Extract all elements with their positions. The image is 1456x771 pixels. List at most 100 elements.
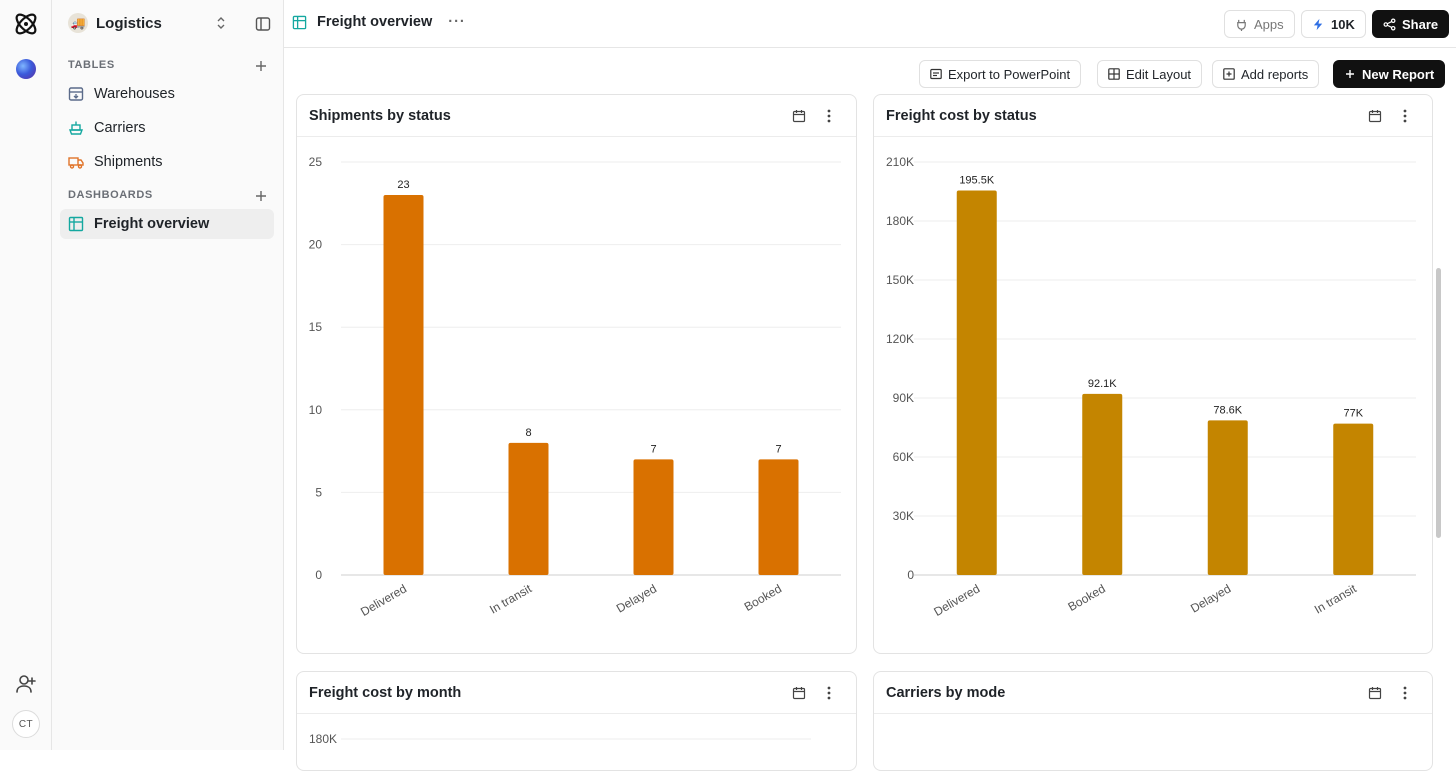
card-title: Freight cost by month xyxy=(309,684,462,701)
export-label: Export to PowerPoint xyxy=(948,66,1071,82)
calendar-icon[interactable] xyxy=(792,109,806,123)
add-dashboard-icon[interactable] xyxy=(255,190,267,202)
export-powerpoint-button[interactable]: Export to PowerPoint xyxy=(919,60,1082,88)
plus-icon xyxy=(1346,70,1354,78)
y-tick-label: 150K xyxy=(886,273,914,287)
share-label: Share xyxy=(1402,16,1439,32)
x-tick-label: Delivered xyxy=(931,581,982,618)
lightning-icon xyxy=(1313,18,1323,30)
data-label: 77K xyxy=(1343,408,1363,420)
dashboards-section-title: DASHBOARDS xyxy=(68,189,153,201)
freight-cost-bar-chart: 0 30K 60K 90K 120K 150K 180K 210K 195.5K Delivere… xyxy=(886,155,1416,619)
share-icon xyxy=(1383,18,1396,30)
sidebar-item-carriers[interactable]: Carriers xyxy=(60,113,274,143)
user-avatar[interactable]: CT xyxy=(12,710,40,738)
kebab-menu-icon[interactable] xyxy=(822,108,836,124)
new-report-button[interactable]: New Report xyxy=(1333,60,1446,88)
dashboard-grid-icon xyxy=(68,216,84,232)
workspace-name: Logistics xyxy=(96,14,162,32)
bar xyxy=(1207,420,1248,575)
y-tick-label: 25 xyxy=(309,155,323,169)
share-button[interactable]: Share xyxy=(1372,10,1450,38)
y-tick-label: 210K xyxy=(886,155,914,169)
apps-button[interactable]: Apps xyxy=(1224,10,1295,38)
y-tick-label: 0 xyxy=(315,568,322,582)
kebab-menu-icon[interactable] xyxy=(822,685,836,701)
top-bar: Freight overview ··· Apps 10K Share xyxy=(284,0,1456,48)
card-title: Freight cost by status xyxy=(886,107,1037,124)
sidebar: 🚚 Logistics TABLES Warehouses Carriers xyxy=(52,0,284,750)
bar xyxy=(633,459,674,575)
credits-button[interactable]: 10K xyxy=(1301,10,1366,38)
y-tick-label: 10 xyxy=(309,403,323,417)
dashboard-grid-icon xyxy=(292,15,307,29)
y-tick-label: 5 xyxy=(315,485,322,499)
sidebar-toggle-icon[interactable] xyxy=(255,16,271,32)
credits-label: 10K xyxy=(1331,16,1355,32)
plug-icon xyxy=(1237,19,1246,31)
add-reports-button[interactable]: Add reports xyxy=(1212,60,1320,88)
data-label: 23 xyxy=(397,179,409,191)
x-tick-label: In transit xyxy=(1312,581,1359,616)
page-title: Freight overview xyxy=(317,14,433,30)
truck-icon xyxy=(68,157,84,169)
more-options-icon[interactable]: ··· xyxy=(448,14,466,30)
y-tick-label: 15 xyxy=(309,320,323,334)
data-label: 7 xyxy=(650,443,656,455)
plus-square-icon xyxy=(1223,68,1235,80)
bar xyxy=(1082,393,1123,575)
report-card-carriers-by-mode: Carriers by mode xyxy=(873,671,1433,771)
sidebar-item-warehouses[interactable]: Warehouses xyxy=(60,79,274,109)
bar xyxy=(1333,423,1374,575)
data-label: 92.1K xyxy=(1088,378,1117,390)
apps-label: Apps xyxy=(1254,16,1284,32)
x-tick-label: Delivered xyxy=(358,581,409,618)
card-title: Carriers by mode xyxy=(886,684,1006,701)
x-tick-label: In transit xyxy=(487,581,534,616)
bar xyxy=(508,442,549,575)
shipments-bar-chart: 0 5 10 15 20 25 23 Delivered 8 In transit 7 Delayed… xyxy=(309,155,841,619)
calendar-icon[interactable] xyxy=(1368,686,1382,700)
warehouse-icon xyxy=(68,87,84,101)
app-logo-icon[interactable] xyxy=(12,10,40,38)
workspace-switcher[interactable]: 🚚 Logistics xyxy=(68,11,228,35)
add-table-icon[interactable] xyxy=(255,60,267,72)
app-rail: CT xyxy=(0,0,52,750)
calendar-icon[interactable] xyxy=(1368,109,1382,123)
kebab-menu-icon[interactable] xyxy=(1398,685,1412,701)
y-tick-label: 20 xyxy=(309,238,323,252)
bar xyxy=(956,190,997,575)
sidebar-item-shipments[interactable]: Shipments xyxy=(60,147,274,177)
y-tick-label: 60K xyxy=(893,450,914,464)
card-title: Shipments by status xyxy=(309,107,451,124)
presentation-icon xyxy=(930,68,942,80)
y-tick-label: 180K xyxy=(886,214,914,228)
edit-layout-label: Edit Layout xyxy=(1126,66,1192,82)
edit-layout-button[interactable]: Edit Layout xyxy=(1097,60,1203,88)
kebab-menu-icon[interactable] xyxy=(1398,108,1412,124)
sidebar-item-label: Shipments xyxy=(94,154,163,170)
data-label: 8 xyxy=(525,427,531,439)
report-card-shipments-by-status: Shipments by status 0 5 10 15 20 25 23 Delivere… xyxy=(296,94,857,654)
add-reports-label: Add reports xyxy=(1241,66,1309,82)
truck-emoji-icon: 🚚 xyxy=(68,13,88,33)
sidebar-item-label: Carriers xyxy=(94,120,146,136)
breadcrumb: Freight overview ··· xyxy=(292,14,466,30)
main-scrollbar[interactable] xyxy=(1436,268,1441,538)
report-card-freight-cost-by-month: Freight cost by month 180K xyxy=(296,671,857,771)
y-tick-label: 30K xyxy=(893,509,914,523)
freight-cost-month-chart: 180K xyxy=(309,732,811,746)
y-tick-label: 120K xyxy=(886,332,914,346)
calendar-icon[interactable] xyxy=(792,686,806,700)
data-label: 78.6K xyxy=(1213,404,1242,416)
sidebar-item-freight-overview[interactable]: Freight overview xyxy=(60,209,274,239)
invite-user-icon[interactable] xyxy=(15,673,37,695)
assistant-orb-icon[interactable] xyxy=(16,59,36,79)
bar xyxy=(383,195,424,575)
y-tick-label: 180K xyxy=(309,732,337,746)
sidebar-item-label: Freight overview xyxy=(94,216,210,232)
x-tick-label: Delayed xyxy=(614,581,659,615)
y-tick-label: 90K xyxy=(893,391,914,405)
data-label: 7 xyxy=(775,443,781,455)
chevron-updown-icon[interactable] xyxy=(216,16,226,30)
